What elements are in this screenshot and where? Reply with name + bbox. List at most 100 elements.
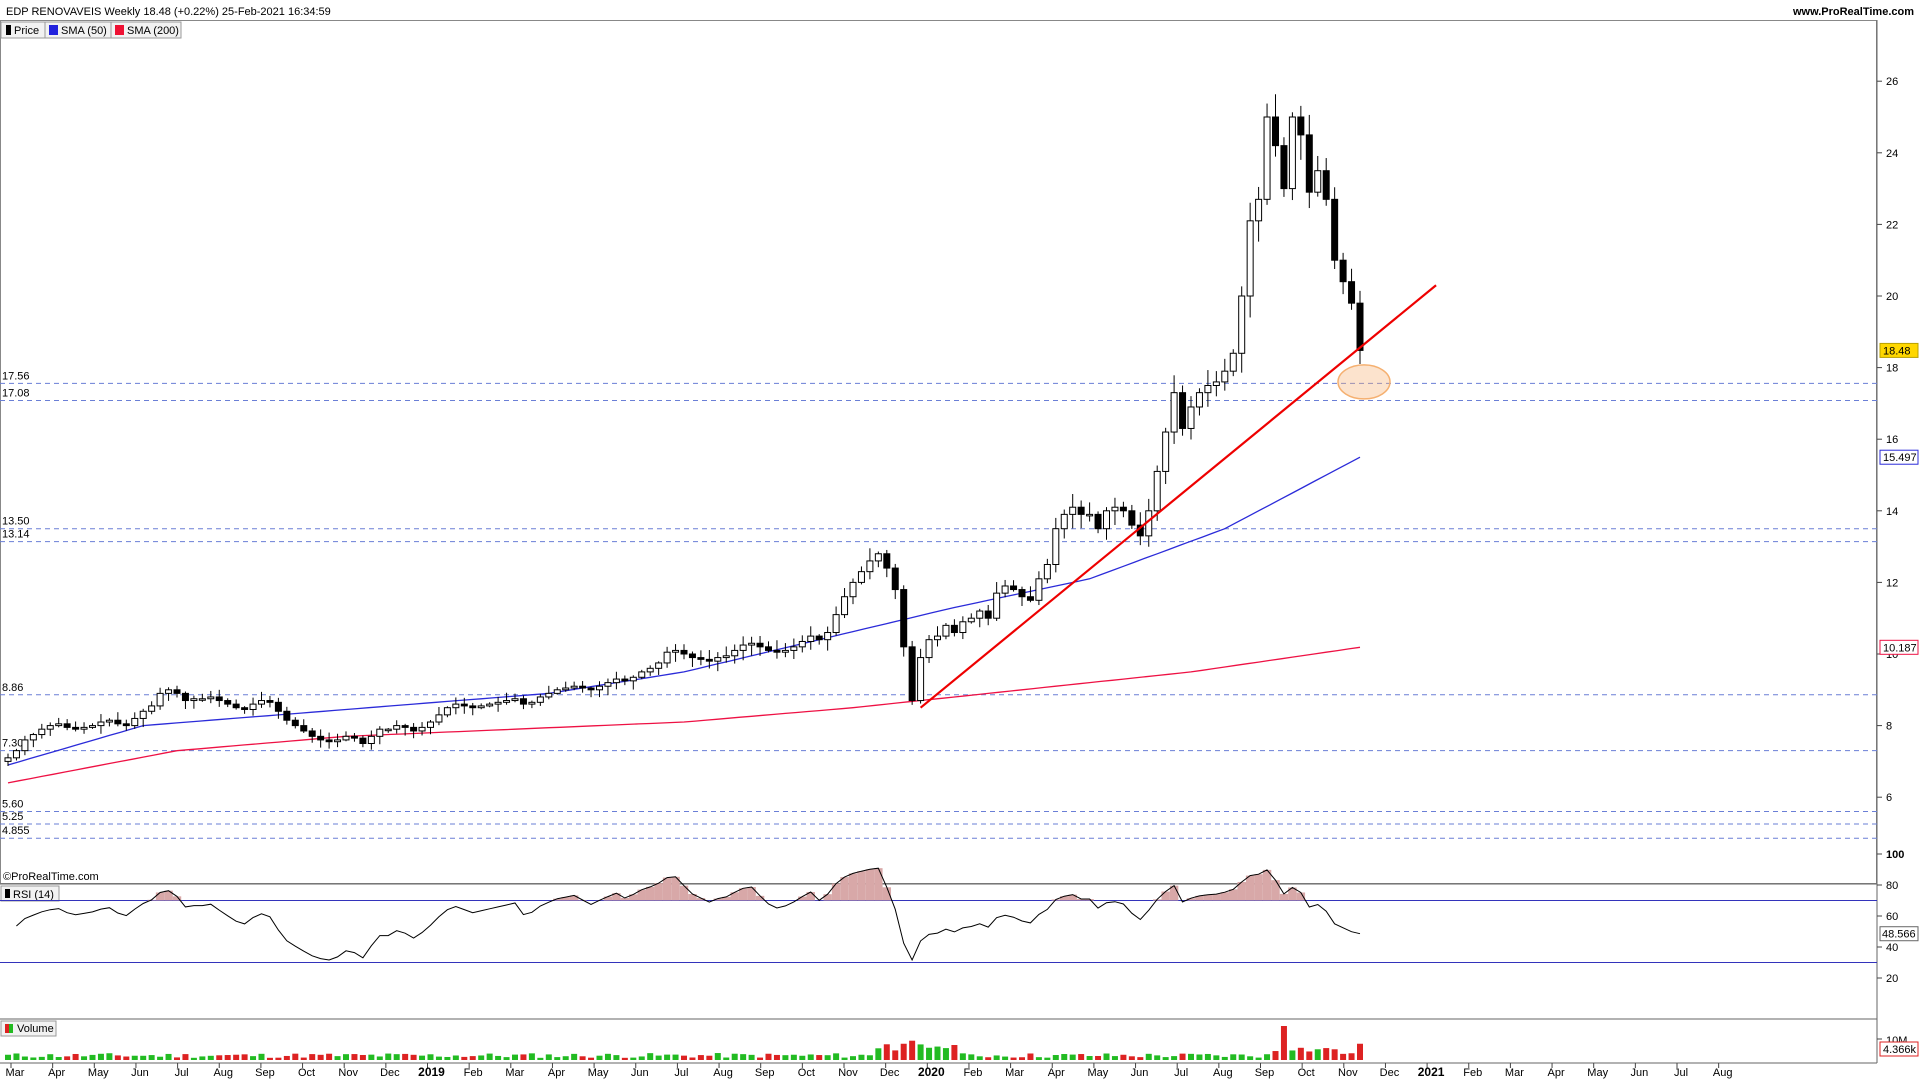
candle-body xyxy=(21,739,29,752)
x-tick-label: Feb xyxy=(963,1067,982,1079)
volume-bar xyxy=(782,1055,789,1060)
candle-body xyxy=(790,646,798,651)
volume-bar xyxy=(292,1053,299,1060)
y-tick-label: 14 xyxy=(1886,506,1898,518)
volume-bar xyxy=(38,1056,45,1060)
candle-body xyxy=(249,703,257,710)
rsi-line xyxy=(16,867,1361,962)
y-tick-label: 26 xyxy=(1886,76,1898,88)
x-tick-label: Nov xyxy=(838,1067,858,1079)
candle-body xyxy=(46,725,54,730)
y-tick-label: 12 xyxy=(1886,577,1898,589)
y-tick-label: 22 xyxy=(1886,219,1898,231)
x-tick-label: Dec xyxy=(1380,1067,1400,1079)
volume-bar xyxy=(1010,1057,1017,1060)
volume-bar xyxy=(942,1048,949,1060)
volume-bar xyxy=(926,1047,933,1060)
candle-body xyxy=(1246,220,1254,297)
volume-bar xyxy=(283,1055,290,1060)
rsi-overbought-fill xyxy=(882,887,892,901)
volume-bar xyxy=(807,1054,814,1060)
volume-bar xyxy=(309,1054,316,1060)
x-tick-label: Nov xyxy=(1338,1067,1358,1079)
volume-bar xyxy=(545,1054,552,1060)
candle-body xyxy=(857,571,865,583)
candle-body xyxy=(342,735,350,741)
rsi-label: RSI (14) xyxy=(13,889,54,901)
candle-body xyxy=(1305,134,1313,193)
x-tick-label: Jul xyxy=(1674,1067,1688,1079)
volume-bar xyxy=(528,1053,535,1060)
rsi-overbought-fill xyxy=(612,893,621,901)
support-highlight-circle xyxy=(1337,364,1391,400)
volume-bar xyxy=(883,1044,890,1060)
volume-bar xyxy=(1213,1055,1220,1060)
candle-body xyxy=(384,728,392,732)
candle-body xyxy=(207,696,215,700)
volume-bar xyxy=(275,1057,282,1060)
legend-swatch-price xyxy=(6,25,11,35)
volume-bar xyxy=(520,1054,527,1060)
volume-bar xyxy=(435,1056,442,1060)
trendline[interactable] xyxy=(919,284,1437,709)
x-tick-label: Mar xyxy=(6,1067,25,1079)
rsi-overbought-fill xyxy=(1195,895,1204,901)
volume-legend-swatch-red xyxy=(5,1024,9,1033)
rsi-overbought-fill xyxy=(569,895,579,901)
volume-bar xyxy=(1069,1054,1076,1060)
volume-bar xyxy=(655,1055,662,1060)
site-label: www.ProRealTime.com xyxy=(1792,6,1914,18)
rsi-tick-label: 40 xyxy=(1886,942,1898,954)
rsi-overbought-fill xyxy=(848,873,858,901)
candle-body xyxy=(553,689,561,694)
volume-bar xyxy=(1289,1050,1296,1060)
volume-bar xyxy=(21,1056,28,1060)
rsi-legend: RSI (14) xyxy=(0,885,60,902)
candle-body xyxy=(1035,578,1043,601)
candle-body xyxy=(350,735,358,739)
candle-body xyxy=(984,610,992,619)
rsi-overbought-fill xyxy=(1169,885,1179,901)
candle-body xyxy=(198,698,206,701)
candle-body xyxy=(1018,589,1026,598)
volume-bar xyxy=(359,1054,366,1060)
volume-bar xyxy=(334,1056,341,1060)
volume-bar xyxy=(1171,1056,1178,1060)
candle-body xyxy=(832,614,840,634)
candle-body xyxy=(536,696,544,703)
legend-sma200: SMA (200) xyxy=(127,25,179,37)
rsi-overbought-fill xyxy=(164,890,173,901)
volume-bar xyxy=(190,1057,197,1060)
level-label: 5.25 xyxy=(2,811,23,823)
candle-body xyxy=(1162,431,1170,472)
candle-body xyxy=(629,676,637,682)
x-tick-label: 2019 xyxy=(418,1065,445,1079)
sma50-badge-box xyxy=(1879,449,1919,465)
x-tick-label: Oct xyxy=(1298,1067,1315,1079)
volume-bar xyxy=(765,1053,772,1060)
volume-bar xyxy=(157,1056,164,1060)
candle-body xyxy=(452,703,460,709)
candle-body xyxy=(756,642,764,648)
volume-bar xyxy=(216,1055,223,1060)
x-tick-label: Mar xyxy=(505,1067,524,1079)
volume-bar xyxy=(1264,1054,1271,1060)
rsi-tick-label: 100 xyxy=(1886,849,1904,861)
candles xyxy=(4,94,1364,766)
rsi-overbought-fill xyxy=(831,883,841,901)
volume-bar xyxy=(148,1055,155,1060)
rsi-overbought-fill xyxy=(620,897,630,901)
rsi-overbought-fill xyxy=(1262,869,1272,901)
volume-bar xyxy=(140,1055,147,1060)
volume-bar xyxy=(985,1057,992,1060)
trendline-segment[interactable] xyxy=(919,284,1437,709)
rsi-overbought-fill xyxy=(662,877,672,901)
x-tick-label: Jun xyxy=(131,1067,149,1079)
volume-bar xyxy=(512,1054,518,1060)
rsi-overbought-fill xyxy=(806,892,815,901)
volume-bar xyxy=(317,1054,324,1060)
candle-body xyxy=(765,646,772,651)
rsi-overbought-fill xyxy=(688,894,697,901)
